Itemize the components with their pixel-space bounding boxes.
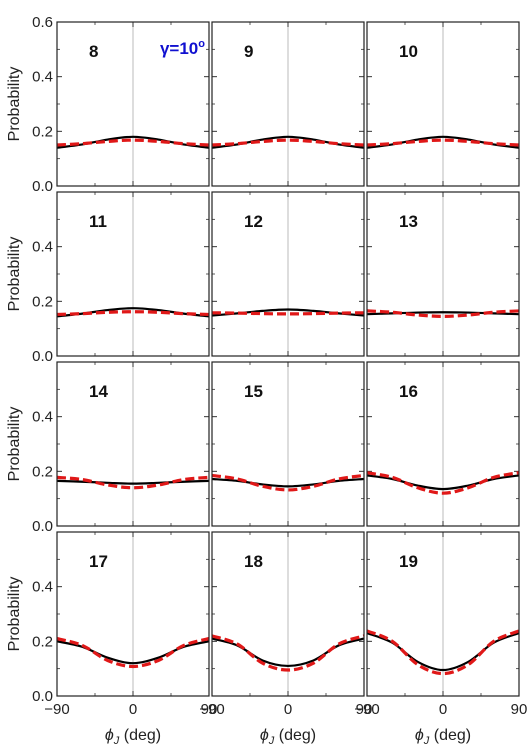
y-tick-label: 0.4 (32, 69, 53, 86)
y-tick-label: 0.4 (32, 409, 53, 426)
x-axis-label: ϕJ (deg) (105, 727, 161, 747)
x-axis-symbol: ϕ (105, 727, 114, 744)
solid-series-line (366, 135, 520, 149)
y-axis-label: Probability (6, 577, 23, 652)
gamma-annotation-degree: o (198, 38, 205, 50)
y-tick-label: 0.4 (32, 239, 53, 256)
dashed-series-line (366, 471, 520, 495)
x-axis-label: ϕJ (deg) (415, 727, 471, 747)
panel-number-label: 13 (399, 212, 418, 231)
x-axis-symbol: ϕ (415, 727, 424, 744)
gamma-annotation-main: γ=10 (160, 39, 198, 58)
panel-12: 12 (211, 191, 365, 357)
panel-number-label: 8 (89, 42, 98, 61)
solid-series-line (56, 307, 210, 318)
panel-number-label: 12 (244, 212, 263, 231)
panel-frame (211, 191, 365, 357)
x-tick-label: 0 (284, 701, 292, 718)
panel-number-label: 14 (89, 382, 108, 401)
y-axis-label: Probability (6, 237, 23, 312)
panel-15: 15 (211, 361, 365, 527)
solid-series-line (211, 308, 365, 317)
x-tick-label: −90 (44, 701, 69, 718)
panel-number-label: 10 (399, 42, 418, 61)
x-axis-unit: (deg) (429, 727, 471, 744)
panel-number-label: 18 (244, 552, 263, 571)
panel-frame (56, 531, 210, 697)
panel-9: 9 (211, 21, 365, 187)
solid-series-line (211, 477, 365, 488)
panel-frame (56, 21, 210, 187)
dashed-series-line (211, 634, 365, 672)
panel-11: 11 0.0 0.2 0.4 (32, 191, 210, 365)
x-tick-label: 0 (129, 701, 137, 718)
panel-number-label: 16 (399, 382, 418, 401)
dashed-series-line (56, 637, 210, 669)
panel-16: 16 (366, 361, 520, 527)
solid-series-line (366, 311, 520, 316)
panel-number-label: 15 (244, 382, 263, 401)
x-axis-unit: (deg) (274, 727, 316, 744)
y-axis-label: Probability (6, 67, 23, 142)
x-axis-subscript: J (113, 735, 120, 747)
panel-number-label: 11 (89, 212, 107, 231)
panel-14: 14 0.0 0.2 0.4 (32, 361, 210, 535)
panel-frame (211, 21, 365, 187)
x-tick-label: −90 (354, 701, 379, 718)
x-axis-unit: (deg) (119, 727, 161, 744)
solid-series-line (211, 135, 365, 149)
panel-19: 19 −90 0 90 (354, 531, 528, 718)
panel-18: 18 −90 0 90 (199, 531, 373, 718)
dashed-series-line (366, 629, 520, 676)
y-tick-label: 0.0 (32, 518, 53, 535)
x-tick-label: −90 (199, 701, 224, 718)
panels-layer: 8 0.0 0.2 0.4 0.6 γ=10o 9 10 11 0.0 0.2 0.4 12 13 14 0.… (32, 14, 527, 718)
y-tick-label: 0.0 (32, 348, 53, 365)
axis-labels-layer: Probability Probability Probability Probabi… (6, 67, 471, 747)
y-tick-label: 0.4 (32, 579, 53, 596)
y-tick-label: 0.2 (32, 463, 53, 480)
x-axis-symbol: ϕ (260, 727, 269, 744)
panel-10: 10 (366, 21, 520, 187)
x-tick-label: 90 (356, 701, 373, 718)
panel-17: 17 0.0 0.2 0.4 −90 0 90 (32, 531, 218, 718)
y-axis-label: Probability (6, 407, 23, 482)
panel-number-label: 19 (399, 552, 418, 571)
y-tick-label: 0.2 (32, 123, 53, 140)
panel-frame (211, 361, 365, 527)
panel-frame (211, 531, 365, 697)
x-axis-subscript: J (268, 735, 275, 747)
x-axis-subscript: J (423, 735, 430, 747)
panel-frame (366, 531, 520, 697)
x-axis-label: ϕJ (deg) (260, 727, 316, 747)
panel-frame (366, 191, 520, 357)
y-tick-label: 0.2 (32, 293, 53, 310)
x-tick-label: 90 (511, 701, 528, 718)
panel-frame (56, 361, 210, 527)
y-tick-label: 0.0 (32, 178, 53, 195)
panel-frame (366, 21, 520, 187)
panel-8: 8 0.0 0.2 0.4 0.6 γ=10o (32, 14, 210, 195)
panel-number-label: 17 (89, 552, 108, 571)
y-tick-label: 0.6 (32, 14, 53, 31)
solid-series-line (56, 135, 210, 149)
x-tick-label: 0 (439, 701, 447, 718)
x-tick-label: 90 (201, 701, 218, 718)
y-tick-label: 0.2 (32, 633, 53, 650)
solid-series-line (56, 479, 210, 485)
panel-frame (56, 191, 210, 357)
panel-13: 13 (366, 191, 520, 357)
gamma-annotation: γ=10o (160, 38, 205, 58)
y-tick-label: 0.0 (32, 688, 53, 705)
panel-frame (366, 361, 520, 527)
panel-number-label: 9 (244, 42, 253, 61)
